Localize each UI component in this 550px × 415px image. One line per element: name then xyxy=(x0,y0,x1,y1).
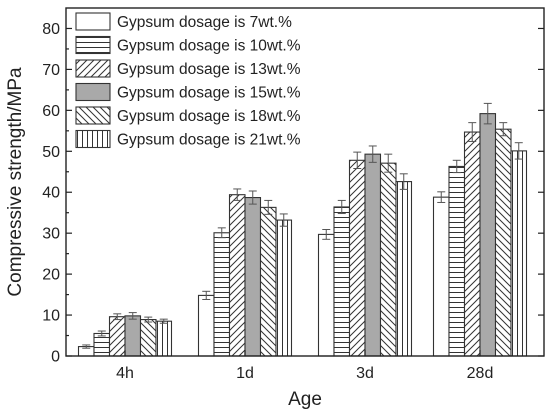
legend-swatch xyxy=(75,82,111,102)
x-axis: 4h 1d 3d 28d xyxy=(116,350,493,382)
legend-label: Gypsum dosage is 15wt.% xyxy=(117,85,301,102)
bar xyxy=(395,181,413,357)
y-tick-label: 60 xyxy=(42,103,60,120)
y-axis-title: Compressive strength/MPa xyxy=(5,67,26,297)
legend-label: Gypsum dosage is 18wt.% xyxy=(117,108,301,125)
y-tick-label: 70 xyxy=(42,62,60,79)
bar xyxy=(124,315,142,357)
legend-label: Gypsum dosage is 13wt.% xyxy=(117,61,301,78)
x-tick-label: 3d xyxy=(356,365,374,382)
bar xyxy=(275,219,293,357)
bar xyxy=(448,165,466,357)
bar xyxy=(333,206,351,357)
bar xyxy=(93,332,111,357)
bar xyxy=(244,197,262,357)
bar xyxy=(479,113,497,357)
bar xyxy=(463,131,481,357)
bar xyxy=(259,206,277,357)
bar xyxy=(155,320,173,357)
legend-swatch xyxy=(75,35,111,55)
legend-label: Gypsum dosage is 10wt.% xyxy=(117,38,301,55)
x-tick-label: 28d xyxy=(467,365,494,382)
y-tick-label: 80 xyxy=(42,21,60,38)
bar xyxy=(348,159,366,357)
bar xyxy=(432,196,450,357)
x-tick-label: 1d xyxy=(236,365,254,382)
bar xyxy=(197,294,215,357)
legend-swatch xyxy=(75,106,111,125)
y-tick-label: 40 xyxy=(42,185,60,202)
y-tick-label: 30 xyxy=(42,226,60,243)
y-tick-label: 50 xyxy=(42,144,60,161)
bar xyxy=(213,232,231,357)
plot-area xyxy=(77,102,528,357)
bar xyxy=(108,316,126,357)
bar xyxy=(364,153,382,357)
x-axis-title: Age xyxy=(288,389,322,410)
plot-frame xyxy=(65,7,545,357)
bar xyxy=(317,233,335,357)
bar xyxy=(228,194,246,357)
y-tick-label: 0 xyxy=(51,349,60,366)
legend-swatch xyxy=(75,12,111,31)
bar xyxy=(139,319,157,357)
y-tick-label: 20 xyxy=(42,267,60,284)
bar xyxy=(494,128,512,357)
y-tick-label: 10 xyxy=(42,308,60,325)
legend-label: Gypsum dosage is 21wt.% xyxy=(117,132,301,149)
legend: Gypsum dosage is 7wt.% Gypsum dosage is 1… xyxy=(75,12,301,149)
legend-label: Gypsum dosage is 7wt.% xyxy=(117,14,292,31)
legend-swatch xyxy=(75,129,111,149)
bar xyxy=(510,150,528,357)
x-tick-label: 4h xyxy=(116,365,134,382)
y-axis: 0 10 20 30 40 50 60 70 80 xyxy=(42,21,544,366)
bar xyxy=(379,162,397,357)
legend-swatch xyxy=(75,59,111,78)
